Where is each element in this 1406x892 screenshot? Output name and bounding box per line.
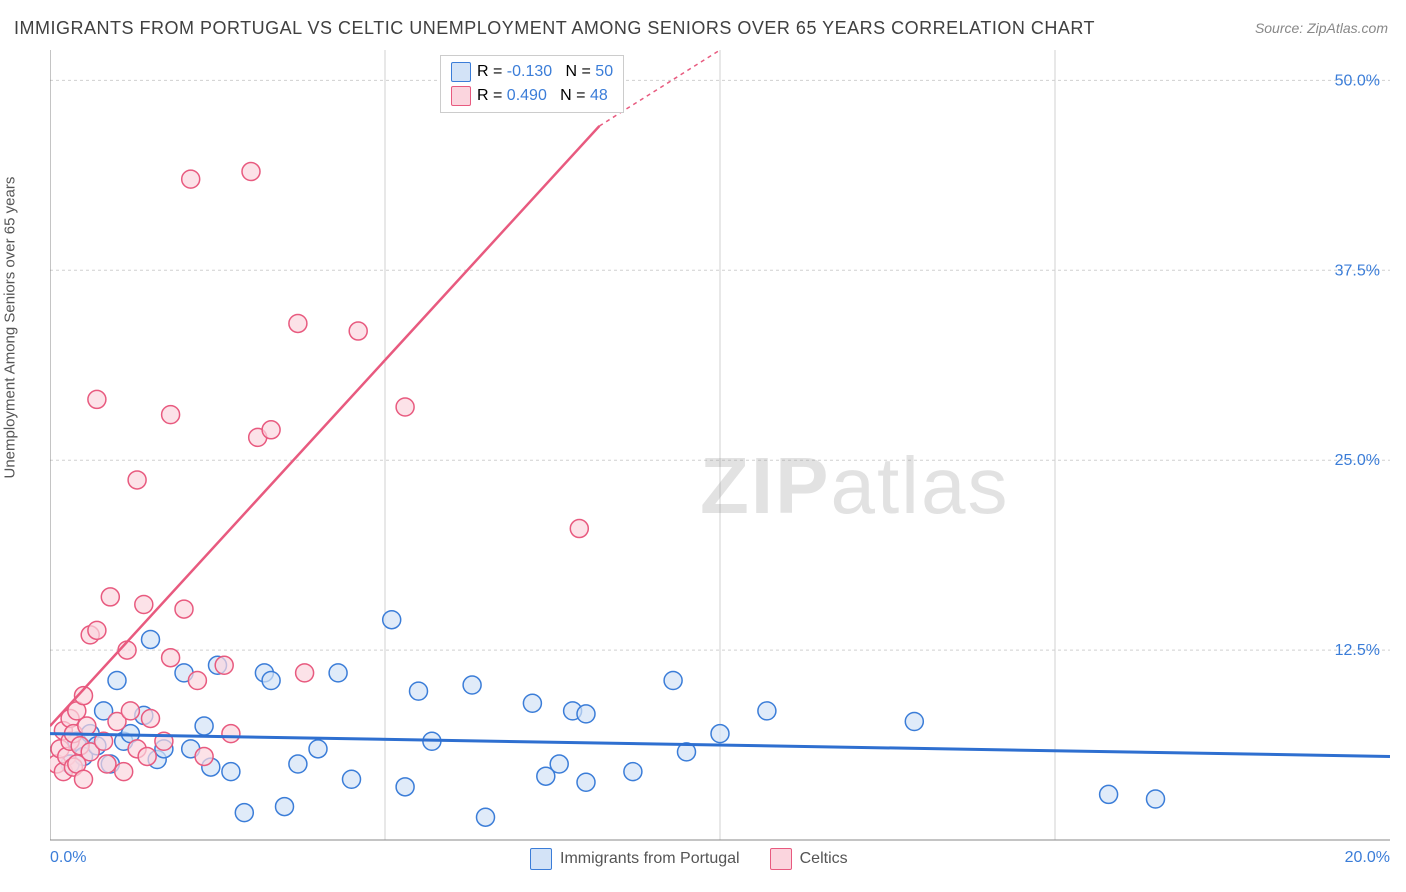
data-point (711, 725, 729, 743)
data-point (215, 656, 233, 674)
data-point (550, 755, 568, 773)
data-point (175, 600, 193, 618)
data-point (262, 421, 280, 439)
legend-swatch (451, 62, 471, 82)
y-tick-label: 37.5% (1335, 262, 1380, 279)
legend-stats: R = 0.490 N = 48 (477, 84, 608, 108)
data-point (463, 676, 481, 694)
trend-line (50, 126, 599, 726)
data-point (115, 763, 133, 781)
data-point (195, 747, 213, 765)
data-point (289, 755, 307, 773)
data-point (309, 740, 327, 758)
data-point (78, 717, 96, 735)
legend-swatch-icon (770, 848, 792, 870)
data-point (162, 406, 180, 424)
x-max-label: 20.0% (1345, 849, 1390, 866)
legend-stats: R = -0.130 N = 50 (477, 60, 613, 84)
data-point (329, 664, 347, 682)
source-attribution: Source: ZipAtlas.com (1255, 20, 1388, 36)
legend-swatch (451, 86, 471, 106)
data-point (577, 705, 595, 723)
legend-item: Celtics (770, 848, 848, 870)
data-point (88, 621, 106, 639)
legend-label: Celtics (800, 850, 848, 868)
stats-legend: R = -0.130 N = 50 R = 0.490 N = 48 (440, 55, 624, 113)
data-point (383, 611, 401, 629)
data-point (121, 702, 139, 720)
data-point (523, 694, 541, 712)
data-point (477, 808, 495, 826)
series-celtics (50, 163, 588, 789)
data-point (142, 709, 160, 727)
data-point (1100, 785, 1118, 803)
data-point (128, 471, 146, 489)
data-point (396, 778, 414, 796)
data-point (276, 798, 294, 816)
data-point (142, 630, 160, 648)
correlation-scatter-chart: 12.5% 25.0% 37.5% 50.0% 0.0% 20.0% (50, 50, 1390, 870)
data-point (289, 314, 307, 332)
data-point (410, 682, 428, 700)
data-point (88, 390, 106, 408)
y-tick-label: 25.0% (1335, 452, 1380, 469)
stats-legend-row: R = 0.490 N = 48 (451, 84, 613, 108)
data-point (242, 163, 260, 181)
data-point (349, 322, 367, 340)
series-immigrants-from-portugal (61, 611, 1164, 827)
series-legend: Immigrants from Portugal Celtics (530, 848, 848, 870)
data-point (262, 671, 280, 689)
data-point (1147, 790, 1165, 808)
legend-item: Immigrants from Portugal (530, 848, 740, 870)
y-tick-label: 12.5% (1335, 642, 1380, 659)
data-point (162, 649, 180, 667)
data-point (108, 671, 126, 689)
data-point (577, 773, 595, 791)
data-point (235, 804, 253, 822)
data-point (182, 170, 200, 188)
y-tick-label: 50.0% (1335, 72, 1380, 89)
data-point (296, 664, 314, 682)
data-point (195, 717, 213, 735)
data-point (222, 725, 240, 743)
data-point (396, 398, 414, 416)
legend-swatch-icon (530, 848, 552, 870)
data-point (75, 770, 93, 788)
data-point (98, 755, 116, 773)
data-point (188, 671, 206, 689)
data-point (101, 588, 119, 606)
data-point (624, 763, 642, 781)
data-point (135, 596, 153, 614)
stats-legend-row: R = -0.130 N = 50 (451, 60, 613, 84)
data-point (664, 671, 682, 689)
data-point (758, 702, 776, 720)
data-point (138, 747, 156, 765)
data-point (570, 520, 588, 538)
legend-label: Immigrants from Portugal (560, 850, 740, 868)
data-point (343, 770, 361, 788)
x-min-label: 0.0% (50, 849, 86, 866)
data-point (905, 713, 923, 731)
data-point (222, 763, 240, 781)
chart-title: IMMIGRANTS FROM PORTUGAL VS CELTIC UNEMP… (14, 18, 1095, 39)
y-axis-label: Unemployment Among Seniors over 65 years (2, 177, 19, 479)
